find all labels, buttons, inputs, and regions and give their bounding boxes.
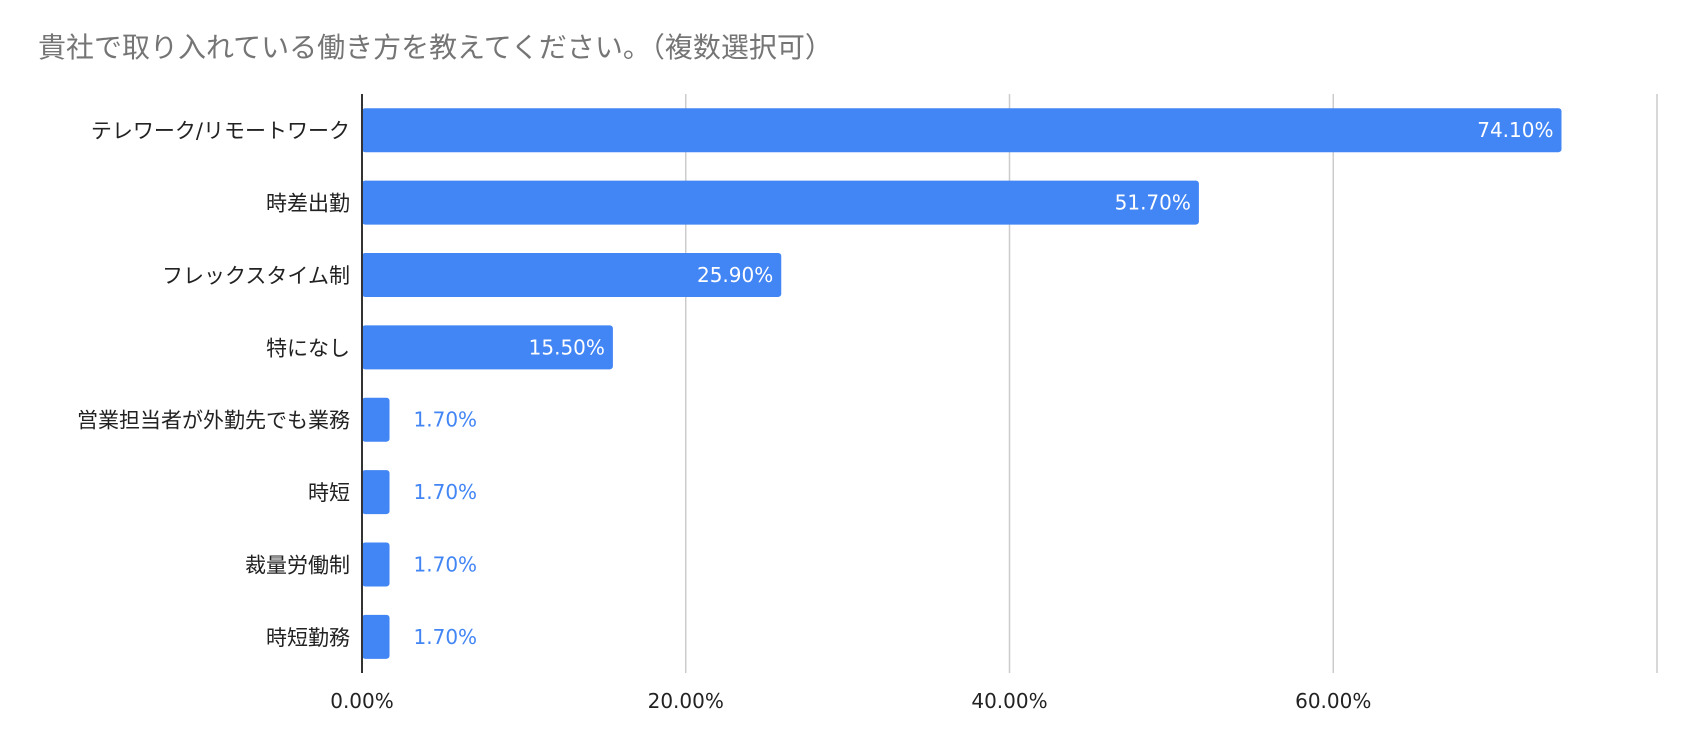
bar — [362, 180, 1199, 225]
bar — [362, 397, 390, 442]
bar — [362, 542, 390, 587]
category-label: 特になし — [266, 336, 350, 360]
x-tick-label: 40.00% — [971, 689, 1047, 713]
category-label: テレワーク/リモートワーク — [91, 119, 350, 143]
data-label: 1.70% — [414, 625, 478, 649]
bar — [362, 108, 1562, 153]
category-label: 時短勤務 — [266, 626, 350, 650]
category-labels: テレワーク/リモートワーク時差出勤フレックスタイム制特になし営業担当者が外勤先で… — [77, 119, 350, 650]
category-label: 時短 — [308, 481, 350, 505]
chart-title: 貴社で取り入れている働き方を教えてください。（複数選択可） — [38, 31, 833, 64]
x-tick-label: 60.00% — [1295, 689, 1371, 713]
data-label: 1.70% — [414, 408, 478, 432]
bar — [362, 470, 390, 515]
data-label: 25.90% — [697, 263, 773, 287]
bar — [362, 252, 782, 297]
category-label: 時差出勤 — [266, 192, 350, 216]
bar — [362, 614, 390, 659]
data-label: 1.70% — [414, 552, 478, 576]
category-label: 裁量労働制 — [245, 553, 350, 577]
bar — [362, 325, 613, 370]
category-label: フレックスタイム制 — [162, 264, 350, 288]
bars: 74.10% 51.70% 25.90% 15.50% 1.70% 1.70% 1.70% 1… — [362, 108, 1562, 659]
category-label: 営業担当者が外勤先でも業務 — [77, 409, 350, 433]
x-axis-tick-labels: 0.00% 20.00% 40.00% 60.00% — [330, 689, 1371, 713]
data-label: 74.10% — [1477, 118, 1553, 142]
data-label: 15.50% — [529, 335, 605, 359]
data-label: 1.70% — [414, 480, 478, 504]
x-tick-label: 20.00% — [648, 689, 724, 713]
x-tick-label: 0.00% — [330, 689, 394, 713]
data-label: 51.70% — [1115, 191, 1191, 215]
